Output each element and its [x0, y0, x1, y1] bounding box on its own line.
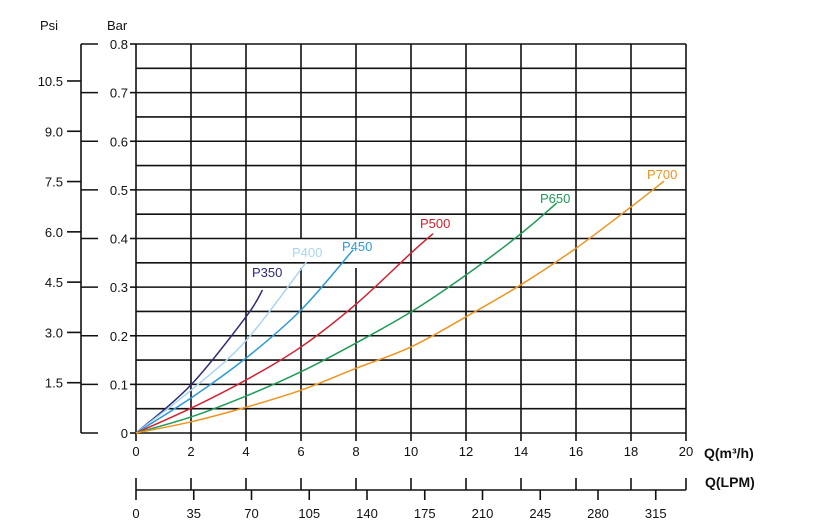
- psi-tick-label: 1.5: [45, 376, 63, 391]
- psi-tick-label: 3.0: [45, 325, 63, 340]
- x-axis-label: Q(m³/h): [704, 445, 754, 461]
- lpm-tick-label: 70: [244, 506, 258, 521]
- bar-tick-label: 0: [121, 426, 128, 441]
- lpm-tick-label: 245: [529, 506, 551, 521]
- series-p450-label: P450: [342, 239, 372, 254]
- series-p650-label: P650: [540, 191, 570, 206]
- x-tick-label: 20: [679, 444, 693, 459]
- x-tick-label: 12: [459, 444, 473, 459]
- lpm-tick-label: 280: [587, 506, 609, 521]
- x-tick-label: 14: [514, 444, 528, 459]
- series-p650-curve: [135, 202, 558, 434]
- series-p700-label: P700: [647, 167, 677, 182]
- bar-axis-label: Bar: [107, 18, 128, 33]
- psi-tick-label: 4.5: [45, 275, 63, 290]
- series-p500-label: P500: [420, 216, 450, 231]
- psi-tick-label: 7.5: [45, 175, 63, 190]
- bar-tick-label: 0.3: [110, 280, 128, 295]
- x-tick-label: 6: [297, 444, 304, 459]
- lpm-tick-label: 35: [187, 506, 201, 521]
- lpm-tick-label: 0: [132, 506, 139, 521]
- series-p450-curve: [135, 249, 354, 434]
- psi-axis-label: Psi: [40, 18, 58, 33]
- series-p350-label: P350: [252, 265, 282, 280]
- x-tick-label: 16: [569, 444, 583, 459]
- series-p400-curve: [135, 261, 308, 434]
- lpm-tick-label: 140: [356, 506, 378, 521]
- x-tick-label: 2: [187, 444, 194, 459]
- lpm-tick-label: 210: [472, 506, 494, 521]
- bar-tick-label: 0.1: [110, 377, 128, 392]
- bar-tick-label: 0.6: [110, 134, 128, 149]
- axes: 0 2 4 6 8 10 12 14 16 18 20 0 0.1 0.2 0.3 0.4 0.5 0.6 0.7 0…: [38, 37, 694, 521]
- bar-tick-label: 0.4: [110, 232, 128, 247]
- psi-tick-label: 6.0: [45, 225, 63, 240]
- lpm-tick-label: 315: [645, 506, 667, 521]
- series-p700-curve: [135, 180, 665, 434]
- series-p400-label: P400: [292, 245, 322, 260]
- x2-axis-label: Q(LPM): [705, 474, 755, 490]
- psi-tick-label: 10.5: [38, 74, 63, 89]
- bar-tick-label: 0.7: [110, 86, 128, 101]
- lpm-tick-label: 105: [298, 506, 320, 521]
- x-tick-label: 10: [404, 444, 418, 459]
- bar-tick-label: 0.5: [110, 183, 128, 198]
- series-p500-curve: [135, 233, 434, 434]
- lpm-tick-label: 175: [414, 506, 436, 521]
- grid: [135, 43, 687, 441]
- x-tick-label: 0: [132, 444, 139, 459]
- x-tick-label: 8: [352, 444, 359, 459]
- curves: P350 P400 P450 P500 P650 P700: [135, 167, 677, 434]
- bar-tick-label: 0.8: [110, 37, 128, 52]
- series-p350-curve: [135, 289, 264, 434]
- x-tick-label: 4: [242, 444, 249, 459]
- psi-tick-label: 9.0: [45, 124, 63, 139]
- x-tick-label: 18: [624, 444, 638, 459]
- bar-tick-label: 0.2: [110, 329, 128, 344]
